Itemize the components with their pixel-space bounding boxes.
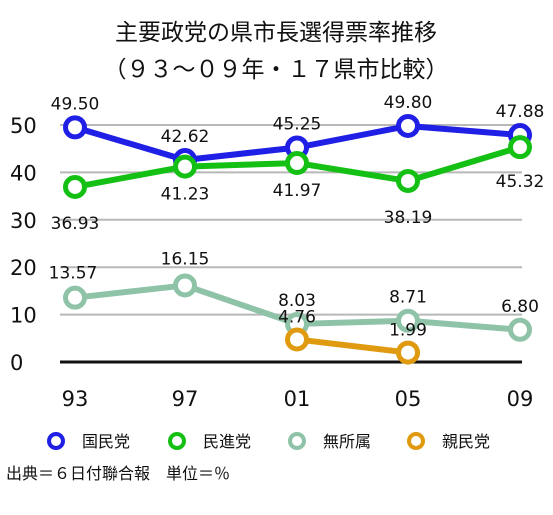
x-tick-label-93: 93	[62, 387, 89, 411]
x-tick-label-97: 97	[172, 387, 199, 411]
data-label-0-0: 49.50	[51, 94, 100, 114]
chart-title-line-2: （９３〜０９年・１７県市比較）	[104, 57, 449, 83]
legend-marker-2	[288, 432, 306, 450]
data-label-1-0: 36.93	[51, 214, 100, 234]
data-point-2-3	[396, 308, 420, 333]
data-label-1-2: 41.97	[273, 181, 322, 201]
data-label-2-1: 16.15	[161, 249, 210, 269]
legend-label-3: 親民党	[442, 432, 490, 451]
data-label-3-2: 4.76	[278, 307, 316, 327]
data-label-2-4: 6.80	[501, 297, 539, 317]
data-label-2-3: 8.71	[389, 288, 427, 308]
data-point-1-2	[285, 151, 309, 176]
legend-marker-0	[47, 432, 65, 450]
y-axis-ticks: 0 10 20 30 40 50	[10, 114, 37, 375]
x-axis-ticks: 93 97 01 05 09	[62, 387, 534, 411]
data-point-2-1	[173, 273, 197, 298]
data-label-2-0: 13.57	[49, 264, 98, 284]
legend-label-1: 民進党	[203, 432, 251, 451]
series-line-3	[296, 336, 409, 356]
y-tick-label-40: 40	[10, 161, 37, 185]
data-point-3-2	[285, 327, 309, 352]
legend-marker-1	[168, 432, 186, 450]
data-label-3-3: 1.99	[389, 321, 427, 341]
data-point-1-4	[508, 135, 532, 160]
data-point-0-3	[396, 113, 420, 138]
data-labels: 49.50 42.62 45.25 49.80 47.88 36.93 41.23 41.97…	[49, 93, 545, 341]
data-label-0-1: 42.62	[161, 127, 210, 147]
chart-title-line-1: 主要政党の県市長選得票率推移	[115, 20, 437, 46]
data-point-2-4	[508, 317, 532, 342]
source-note: 出典＝６日付聯合報 単位＝％	[6, 464, 230, 483]
data-label-0-4: 47.88	[496, 102, 545, 122]
series-group	[63, 113, 532, 365]
data-label-0-3: 49.80	[384, 93, 433, 113]
data-label-1-4: 45.32	[496, 172, 545, 192]
data-point-1-1	[173, 154, 197, 179]
data-label-1-1: 41.23	[161, 185, 210, 205]
legend-label-0: 国民党	[82, 432, 130, 451]
legend-label-2: 無所属	[323, 432, 371, 451]
data-point-2-0	[63, 285, 87, 310]
data-label-2-2: 8.03	[278, 291, 316, 311]
data-point-1-3	[396, 168, 420, 193]
y-tick-label-0: 0	[10, 351, 23, 375]
y-tick-label-10: 10	[10, 304, 37, 328]
data-label-0-2: 45.25	[273, 115, 322, 135]
x-tick-label-05: 05	[395, 387, 422, 411]
y-tick-label-20: 20	[10, 256, 37, 280]
legend: 国民党 民進党 無所属 親民党	[47, 432, 490, 451]
y-tick-label-30: 30	[10, 209, 37, 233]
data-point-1-0	[63, 174, 87, 199]
x-tick-label-09: 09	[507, 387, 534, 411]
y-tick-label-50: 50	[10, 114, 37, 138]
data-label-1-3: 38.19	[384, 208, 433, 228]
x-tick-label-01: 01	[284, 387, 311, 411]
data-point-0-0	[63, 115, 87, 140]
data-point-3-3	[396, 340, 420, 365]
legend-marker-3	[407, 432, 425, 450]
